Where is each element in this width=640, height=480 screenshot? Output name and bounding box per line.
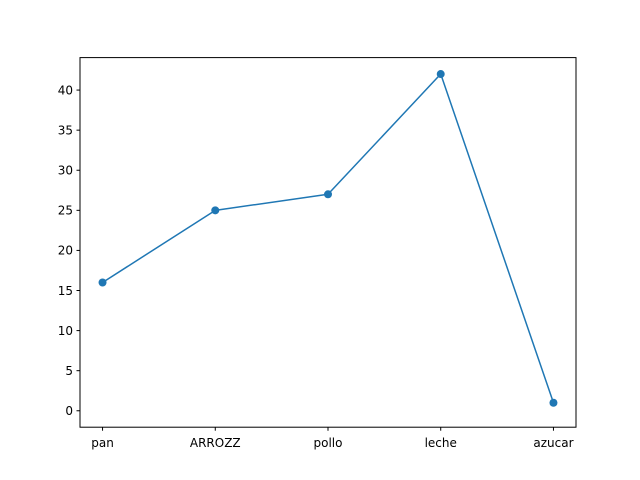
data-point [211,206,220,215]
x-tick-label: ARROZZ [190,436,241,450]
plot-area [98,70,558,407]
data-point [324,190,332,199]
x-tick-label: leche [425,436,457,450]
y-tick-label: 40 [58,83,73,97]
y-tick-label: 0 [65,404,73,418]
y-tick-label: 20 [58,244,73,258]
data-point [549,398,558,407]
y-tick-label: 35 [58,123,73,137]
x-axis-ticks: pan ARROZZ pollo leche azucar [91,427,574,450]
x-tick-label: azucar [533,436,573,450]
axes-frame [79,57,577,428]
x-tick-label: pan [91,436,114,450]
y-tick-label: 5 [65,364,73,378]
y-tick-label: 30 [58,164,73,178]
x-tick-label: pollo [314,436,343,450]
y-tick-label: 15 [58,284,73,298]
data-point [98,278,107,287]
y-axis-ticks: 0 5 10 15 20 25 30 35 40 [58,83,80,418]
data-point [436,70,445,79]
y-tick-label: 10 [58,324,73,338]
y-tick-label: 25 [58,204,73,218]
